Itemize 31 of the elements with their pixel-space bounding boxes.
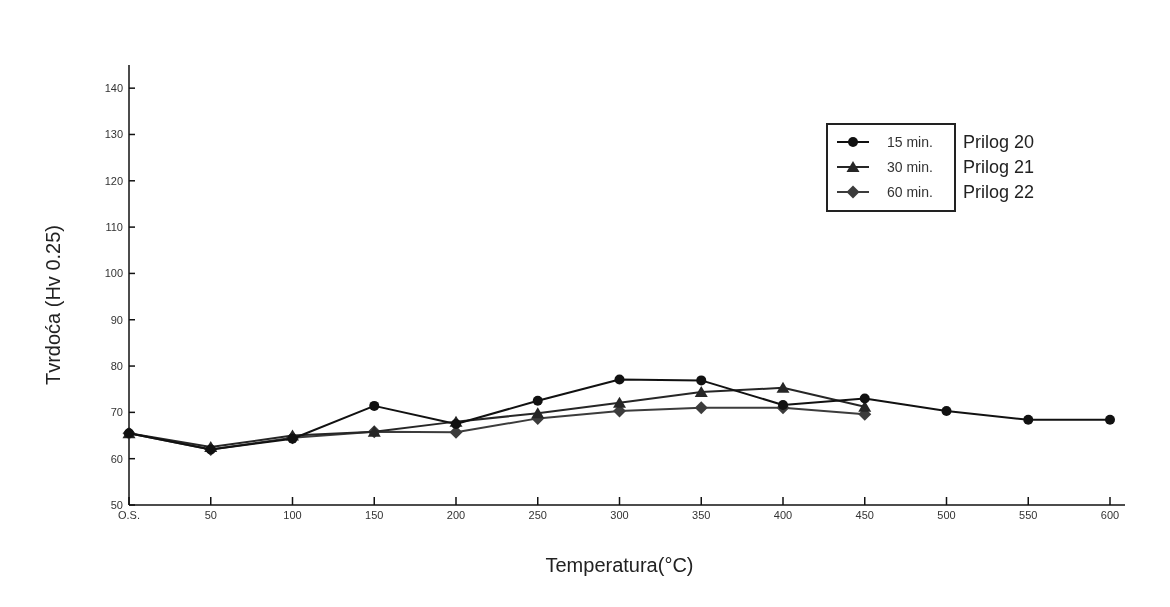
x-tick-label: 350 (692, 509, 711, 521)
y-tick-label: 70 (110, 406, 123, 419)
x-tick-label: 200 (446, 509, 466, 521)
x-tick-label: 550 (1019, 509, 1038, 521)
x-tick-label: 50 (204, 509, 217, 521)
x-tick-label: 150 (365, 509, 384, 521)
x-tick-label: 450 (855, 509, 874, 521)
x-tick-label: 250 (528, 509, 547, 521)
x-axis-title: Temperatura(°C) (545, 554, 694, 576)
x-tick-label: 600 (1100, 509, 1120, 521)
y-tick-label: 60 (110, 452, 123, 465)
legend-label: 60 min. (887, 183, 933, 200)
y-tick-label: 80 (110, 359, 123, 372)
x-tick-label: O.S. (117, 509, 141, 521)
y-tick-label: 140 (104, 82, 123, 95)
x-tick-label: 400 (773, 509, 793, 521)
y-tick-label: 100 (104, 267, 123, 280)
x-tick-label: 100 (283, 509, 302, 521)
y-tick-label: 50 (110, 498, 123, 511)
annotation: Prilog 20 (963, 132, 1035, 153)
annotation: Prilog 22 (963, 182, 1035, 203)
legend-label: 15 min. (887, 133, 933, 150)
y-tick-label: 130 (104, 128, 123, 141)
y-tick-label: 90 (110, 313, 123, 326)
legend-label: 30 min. (887, 158, 933, 175)
x-tick-label: 300 (610, 509, 629, 521)
annotation: Prilog 21 (963, 157, 1035, 178)
x-tick-label: 500 (937, 509, 956, 521)
y-axis-title: Tvrdoća (Hv 0.25) (42, 224, 64, 386)
y-tick-label: 120 (104, 174, 123, 187)
y-tick-label: 110 (105, 220, 123, 233)
